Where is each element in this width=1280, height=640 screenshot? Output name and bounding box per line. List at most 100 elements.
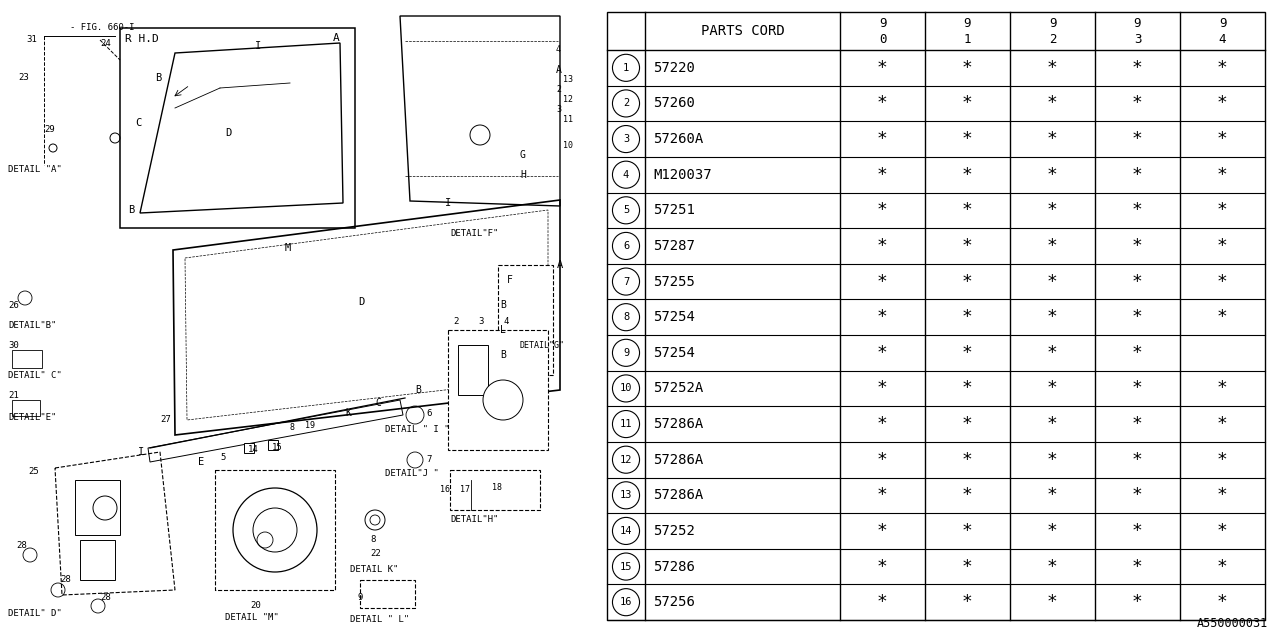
Text: 57260: 57260 xyxy=(653,97,695,111)
Text: *: * xyxy=(877,95,888,113)
Text: 20: 20 xyxy=(250,600,261,609)
Text: 11: 11 xyxy=(620,419,632,429)
Text: 9: 9 xyxy=(1048,17,1056,30)
Text: *: * xyxy=(963,237,973,255)
Text: *: * xyxy=(1047,593,1059,611)
Bar xyxy=(458,345,488,395)
Text: *: * xyxy=(1132,237,1143,255)
Text: *: * xyxy=(1217,166,1228,184)
Text: D: D xyxy=(225,128,232,138)
Text: *: * xyxy=(1217,486,1228,504)
Text: *: * xyxy=(1217,308,1228,326)
Text: DETAIL "M": DETAIL "M" xyxy=(225,614,279,623)
Text: *: * xyxy=(1217,557,1228,575)
Text: 1: 1 xyxy=(964,33,972,46)
Text: 27: 27 xyxy=(160,415,170,424)
Text: 9: 9 xyxy=(623,348,630,358)
Text: 5: 5 xyxy=(220,454,225,463)
Text: 57286A: 57286A xyxy=(653,488,703,502)
Text: *: * xyxy=(1217,593,1228,611)
Text: B: B xyxy=(415,385,421,395)
Text: 16: 16 xyxy=(620,597,632,607)
Text: *: * xyxy=(877,380,888,397)
Text: 57256: 57256 xyxy=(653,595,695,609)
Text: *: * xyxy=(1132,486,1143,504)
Text: *: * xyxy=(1132,273,1143,291)
Text: DETAIL"F": DETAIL"F" xyxy=(451,228,498,237)
Text: 9: 9 xyxy=(964,17,972,30)
Text: *: * xyxy=(1047,451,1059,468)
Text: *: * xyxy=(877,344,888,362)
Text: 15: 15 xyxy=(620,561,632,572)
Text: *: * xyxy=(877,237,888,255)
Text: 8: 8 xyxy=(289,424,294,433)
Text: *: * xyxy=(1132,95,1143,113)
Text: 9: 9 xyxy=(1219,17,1226,30)
Bar xyxy=(607,12,1265,620)
Text: DETAIL "A": DETAIL "A" xyxy=(8,166,61,175)
Text: *: * xyxy=(1047,273,1059,291)
Text: 11: 11 xyxy=(563,115,573,125)
Text: *: * xyxy=(1047,344,1059,362)
Text: 17: 17 xyxy=(460,486,470,495)
Text: G: G xyxy=(520,150,526,160)
Text: 57252: 57252 xyxy=(653,524,695,538)
Text: 31: 31 xyxy=(26,35,37,45)
Text: 3: 3 xyxy=(1134,33,1142,46)
Text: I: I xyxy=(445,198,452,208)
Text: *: * xyxy=(877,557,888,575)
Bar xyxy=(268,440,278,450)
Text: PARTS CORD: PARTS CORD xyxy=(700,24,785,38)
Text: DETAIL K": DETAIL K" xyxy=(349,566,398,575)
Text: *: * xyxy=(963,415,973,433)
Text: 24: 24 xyxy=(100,40,111,49)
Text: *: * xyxy=(1217,380,1228,397)
Text: 18: 18 xyxy=(492,483,502,492)
Text: 57286: 57286 xyxy=(653,559,695,573)
Text: *: * xyxy=(1047,308,1059,326)
Text: 1: 1 xyxy=(623,63,630,73)
Text: L: L xyxy=(500,325,506,335)
Text: DETAIL"J ": DETAIL"J " xyxy=(385,468,439,477)
Text: 10: 10 xyxy=(563,141,573,150)
Bar xyxy=(79,540,115,580)
Text: 16: 16 xyxy=(440,486,451,495)
Text: *: * xyxy=(1047,130,1059,148)
Text: 30: 30 xyxy=(8,340,19,349)
Text: *: * xyxy=(963,202,973,220)
Text: *: * xyxy=(877,202,888,220)
Text: 57252A: 57252A xyxy=(653,381,703,396)
Text: 3: 3 xyxy=(623,134,630,144)
Text: E: E xyxy=(198,457,205,467)
Text: 12: 12 xyxy=(620,454,632,465)
Text: 10: 10 xyxy=(620,383,632,394)
Text: C: C xyxy=(134,118,141,128)
Text: 25: 25 xyxy=(28,467,38,477)
Text: *: * xyxy=(1217,522,1228,540)
Text: DETAIL" D": DETAIL" D" xyxy=(8,609,61,618)
Text: *: * xyxy=(877,130,888,148)
Text: *: * xyxy=(1217,202,1228,220)
Text: *: * xyxy=(1217,95,1228,113)
Text: *: * xyxy=(1047,380,1059,397)
Text: B: B xyxy=(155,73,161,83)
Text: A550000031: A550000031 xyxy=(1197,617,1268,630)
Text: *: * xyxy=(1132,522,1143,540)
Text: *: * xyxy=(963,344,973,362)
Text: 6: 6 xyxy=(426,410,431,419)
Text: H: H xyxy=(520,170,526,180)
Text: 57260A: 57260A xyxy=(653,132,703,146)
Text: B: B xyxy=(500,350,506,360)
Text: 5: 5 xyxy=(623,205,630,215)
Text: 14: 14 xyxy=(620,526,632,536)
Text: 9: 9 xyxy=(358,593,364,602)
Text: *: * xyxy=(963,380,973,397)
Text: 28: 28 xyxy=(100,593,111,602)
Text: *: * xyxy=(1217,273,1228,291)
Text: *: * xyxy=(877,486,888,504)
Text: DETAIL"E": DETAIL"E" xyxy=(8,413,56,422)
Text: 28: 28 xyxy=(60,575,70,584)
Text: *: * xyxy=(1132,380,1143,397)
Wedge shape xyxy=(483,380,524,420)
Text: *: * xyxy=(1047,415,1059,433)
